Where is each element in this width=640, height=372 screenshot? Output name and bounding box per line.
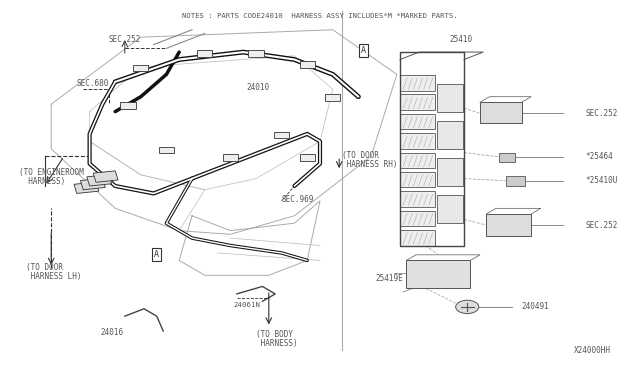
Bar	[93, 171, 118, 182]
Bar	[437, 158, 463, 186]
Text: NOTES : PARTS CODE24010  HARNESS ASSY INCLUDES*M *MARKED PARTS.: NOTES : PARTS CODE24010 HARNESS ASSY INC…	[182, 13, 458, 19]
Text: SEC.969: SEC.969	[282, 195, 314, 203]
Text: (TO ENGINEROOM: (TO ENGINEROOM	[19, 168, 84, 177]
Bar	[400, 114, 435, 129]
Bar	[87, 174, 111, 186]
Text: (TO DOOR: (TO DOOR	[26, 263, 63, 272]
Bar	[133, 65, 148, 71]
Text: HARNESS): HARNESS)	[19, 177, 65, 186]
Bar	[400, 133, 435, 149]
Text: HARNESS): HARNESS)	[256, 339, 298, 348]
Text: SEC.252: SEC.252	[586, 221, 618, 230]
Text: (TO DOOR: (TO DOOR	[342, 151, 380, 160]
Bar	[159, 147, 174, 153]
Bar	[74, 182, 99, 193]
Text: 25410: 25410	[449, 35, 472, 44]
Text: HARNESS LH): HARNESS LH)	[26, 272, 81, 281]
Bar	[400, 230, 435, 246]
Bar	[400, 211, 435, 226]
Bar	[248, 50, 264, 57]
Bar	[437, 195, 463, 223]
Bar	[437, 84, 463, 112]
Text: *25410U: *25410U	[586, 176, 618, 185]
Bar	[406, 260, 470, 288]
Bar	[400, 52, 464, 246]
Bar	[274, 132, 289, 138]
Text: 25419E: 25419E	[376, 274, 403, 283]
Bar	[486, 214, 531, 236]
Text: 24061N: 24061N	[234, 302, 260, 308]
Bar	[400, 153, 435, 168]
Bar	[400, 191, 435, 207]
Bar	[400, 172, 435, 187]
Text: X24000HH: X24000HH	[574, 346, 611, 355]
Bar	[223, 154, 238, 161]
Text: A: A	[361, 46, 366, 55]
Text: *25464: *25464	[586, 153, 613, 161]
Text: SEC.252: SEC.252	[586, 109, 618, 118]
Circle shape	[456, 300, 479, 314]
Bar	[300, 61, 315, 68]
Text: A: A	[154, 250, 159, 259]
Bar	[300, 154, 315, 161]
Bar	[400, 94, 435, 110]
Bar	[437, 121, 463, 149]
Bar	[506, 176, 525, 186]
Text: 24016: 24016	[100, 328, 124, 337]
Bar	[400, 75, 435, 91]
Bar	[499, 153, 515, 162]
Text: 24010: 24010	[246, 83, 269, 92]
Text: HARNESS RH): HARNESS RH)	[342, 160, 398, 169]
Text: (TO BODY: (TO BODY	[256, 330, 293, 339]
Bar	[325, 94, 340, 101]
Bar	[120, 102, 136, 109]
Bar	[197, 50, 212, 57]
Text: SEC.680: SEC.680	[77, 79, 109, 88]
Bar	[480, 102, 522, 123]
Text: SEC.252: SEC.252	[109, 35, 141, 44]
Bar	[81, 178, 105, 190]
Text: 240491: 240491	[522, 302, 549, 311]
